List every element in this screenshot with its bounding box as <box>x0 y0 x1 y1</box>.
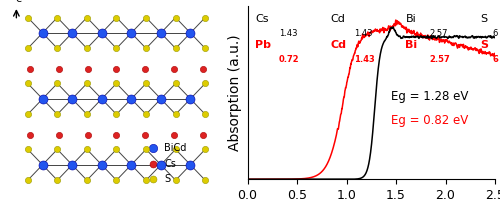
Text: S: S <box>164 174 170 184</box>
Y-axis label: Absorption (a.u.): Absorption (a.u.) <box>228 34 242 151</box>
Text: 1.43: 1.43 <box>354 29 372 38</box>
Text: Bi: Bi <box>406 14 416 24</box>
Text: Eg = 0.82 eV: Eg = 0.82 eV <box>391 114 468 127</box>
Text: BiCd: BiCd <box>164 143 186 153</box>
Text: Cs: Cs <box>255 14 268 24</box>
Text: 1.43: 1.43 <box>278 29 297 38</box>
Text: S: S <box>480 40 488 50</box>
Text: 0.72: 0.72 <box>278 55 299 64</box>
Text: 1.43: 1.43 <box>354 55 374 64</box>
Text: 6: 6 <box>492 55 498 64</box>
Text: 2.57: 2.57 <box>429 29 448 38</box>
Text: c: c <box>16 0 22 4</box>
Text: Cd: Cd <box>330 40 346 50</box>
Text: S: S <box>480 14 488 24</box>
Text: Eg = 1.28 eV: Eg = 1.28 eV <box>391 90 468 103</box>
Text: 2.57: 2.57 <box>429 55 450 64</box>
Text: Pb: Pb <box>255 40 271 50</box>
Text: Bi: Bi <box>406 40 417 50</box>
Text: 6: 6 <box>492 29 498 38</box>
Text: Cd: Cd <box>330 14 345 24</box>
Text: Cs: Cs <box>164 159 176 169</box>
